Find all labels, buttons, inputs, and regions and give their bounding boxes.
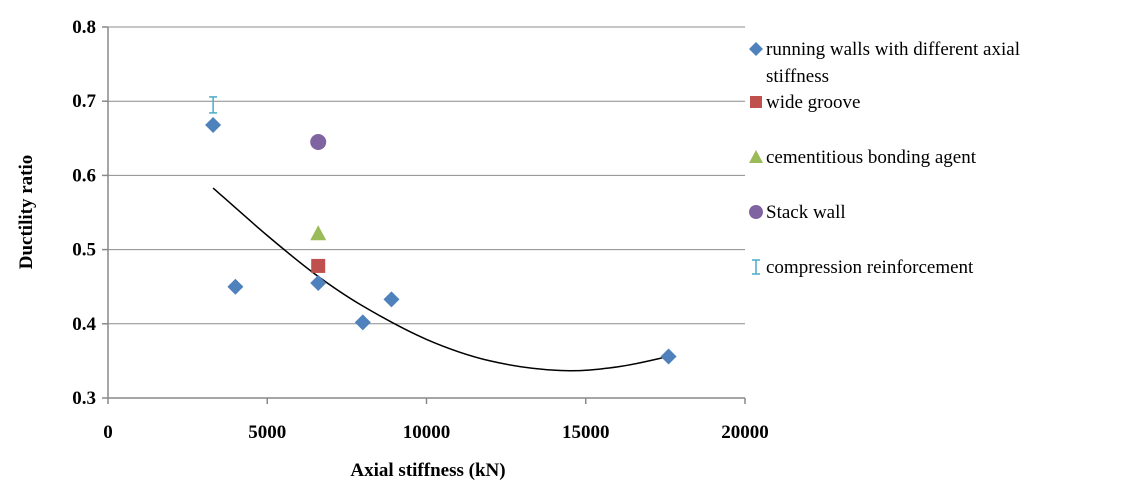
x-tick-label: 5000 — [248, 422, 286, 443]
data-point-diamond — [383, 291, 400, 308]
x-tick-label: 15000 — [562, 422, 610, 443]
trendline — [212, 187, 669, 372]
tick-labels: 0.3 0.4 0.5 0.6 0.7 0.8 0 5000 10000 15000 20000 — [72, 17, 769, 443]
data-point-circle — [310, 134, 327, 151]
data-point-triangle — [310, 225, 327, 241]
y-tick-label: 0.4 — [72, 314, 96, 335]
trendline-layer — [212, 187, 669, 372]
x-tick-label: 20000 — [721, 422, 769, 443]
data-point-diamond — [660, 348, 677, 365]
legend-label: running walls with different axial — [766, 39, 1020, 60]
data-points — [205, 96, 677, 365]
y-tick-label: 0.7 — [72, 91, 96, 112]
data-point-diamond — [205, 116, 222, 133]
legend-marker-triangle — [749, 150, 763, 163]
legend-item: compression reinforcement — [752, 257, 974, 278]
legend-label: wide groove — [766, 92, 860, 113]
y-tick-label: 0.5 — [72, 240, 96, 261]
legend-marker-circle — [749, 205, 763, 219]
data-point-square — [311, 258, 326, 273]
x-tick-label: 10000 — [403, 422, 451, 443]
axes — [102, 26, 746, 404]
x-axis-title: Axial stiffness (kN) — [350, 460, 505, 481]
legend: running walls with different axial stiffn… — [749, 39, 1020, 278]
legend-label: Stack wall — [766, 202, 846, 223]
legend-label: compression reinforcement — [766, 257, 974, 278]
legend-item: running walls with different axial stiffn… — [749, 39, 1020, 87]
y-axis-title: Ductility ratio — [16, 155, 37, 270]
data-point-diamond — [354, 314, 371, 331]
legend-label: cementitious bonding agent — [766, 147, 977, 168]
legend-item: Stack wall — [749, 202, 846, 223]
data-point-xbar — [209, 96, 218, 114]
legend-item: cementitious bonding agent — [749, 147, 977, 168]
x-tick-label: 0 — [103, 422, 113, 443]
y-tick-label: 0.8 — [72, 17, 96, 38]
y-tick-label: 0.3 — [72, 388, 96, 409]
legend-label: stiffness — [766, 66, 829, 87]
legend-marker-xbar — [752, 259, 760, 275]
y-tick-label: 0.6 — [72, 165, 96, 186]
data-point-diamond — [227, 278, 244, 295]
data-point-diamond — [310, 274, 327, 291]
legend-marker-diamond — [749, 42, 763, 56]
legend-marker-square — [750, 96, 762, 108]
legend-item: wide groove — [750, 92, 860, 113]
gridlines — [108, 26, 745, 325]
